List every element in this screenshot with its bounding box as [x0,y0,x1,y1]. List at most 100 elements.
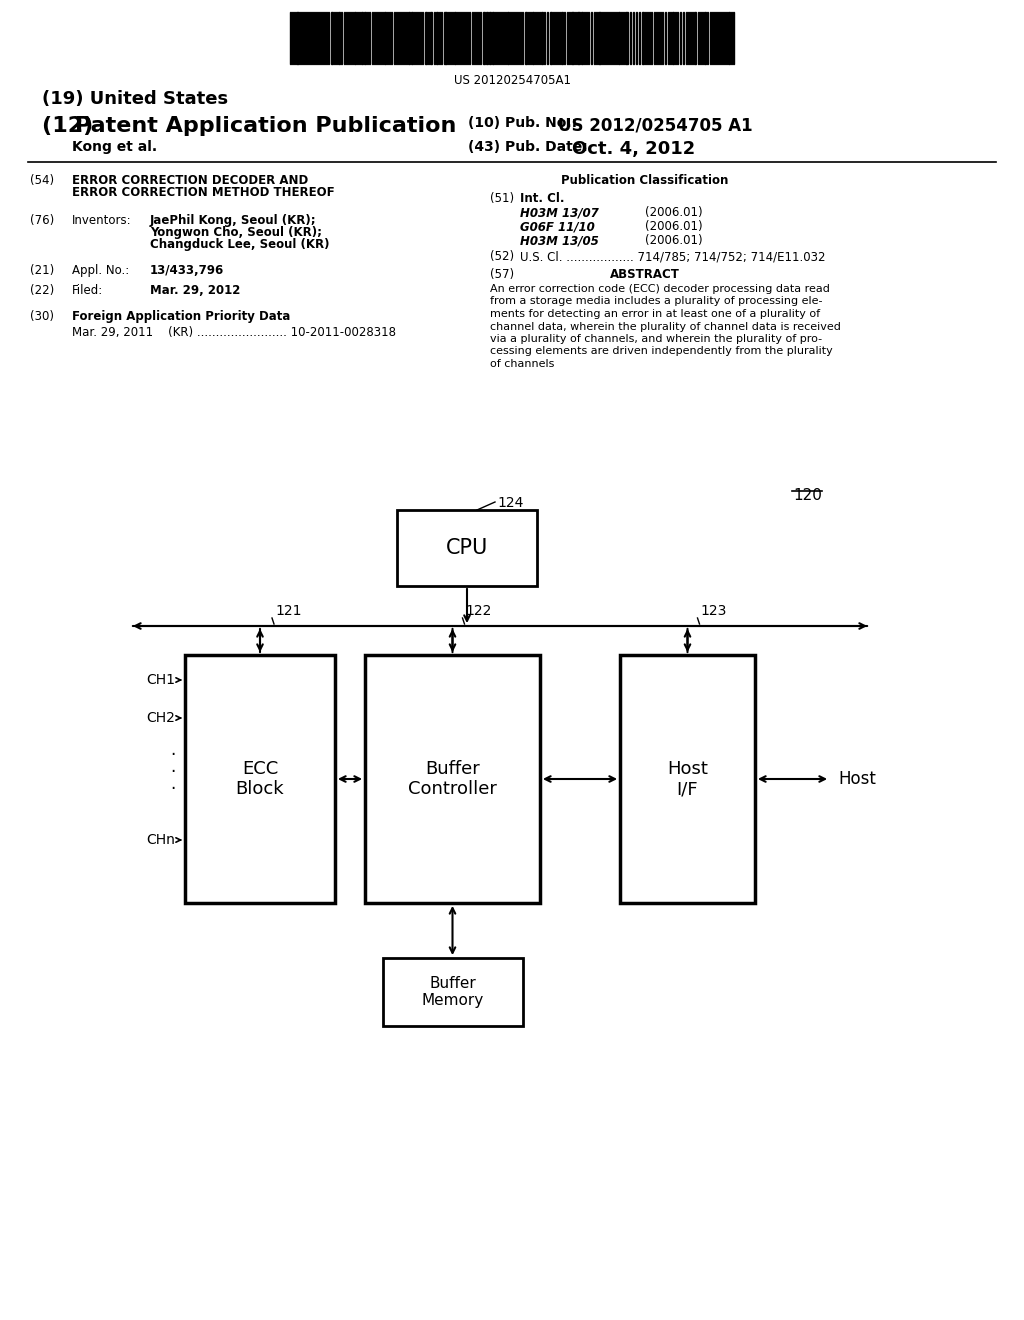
Bar [625,12,628,63]
Text: Foreign Application Priority Data: Foreign Application Priority Data [72,310,291,323]
Text: ·: · [170,746,175,764]
Bar [383,958,522,1026]
Text: (21): (21) [30,264,54,277]
Text: (30): (30) [30,310,54,323]
Text: 124: 124 [497,496,523,510]
Text: (2006.01): (2006.01) [645,220,702,234]
Text: (51): (51) [490,191,514,205]
Bar [620,655,755,903]
Bar [571,12,574,63]
Bar [525,12,527,63]
Bar [581,12,583,63]
Bar [561,12,563,63]
Bar [425,12,427,63]
Bar [444,12,447,63]
Text: ERROR CORRECTION DECODER AND: ERROR CORRECTION DECODER AND [72,174,308,187]
Text: Yongwon Cho, Seoul (KR);: Yongwon Cho, Seoul (KR); [150,226,322,239]
Text: (57): (57) [490,268,514,281]
Text: Publication Classification: Publication Classification [561,174,729,187]
Bar [436,12,438,63]
Bar [507,12,509,63]
Text: 123: 123 [700,605,727,618]
Text: Host: Host [838,770,876,788]
Bar [296,12,299,63]
Bar [454,12,456,63]
Text: (76): (76) [30,214,54,227]
Bar [354,12,356,63]
Text: ERROR CORRECTION METHOD THEREOF: ERROR CORRECTION METHOD THEREOF [72,186,335,199]
Text: channel data, wherein the plurality of channel data is received: channel data, wherein the plurality of c… [490,322,841,331]
Bar [672,12,674,63]
Bar [331,12,333,63]
Text: ·: · [170,780,175,799]
Text: Inventors:: Inventors: [72,214,132,227]
Text: Buffer
Controller: Buffer Controller [408,759,497,799]
Bar [364,12,366,63]
Bar [365,655,540,903]
Text: (54): (54) [30,174,54,187]
Text: An error correction code (ECC) decoder processing data read: An error correction code (ECC) decoder p… [490,284,829,294]
Text: ·: · [170,763,175,781]
Bar [430,12,432,63]
Text: ABSTRACT: ABSTRACT [610,268,680,281]
Text: 13/433,796: 13/433,796 [150,264,224,277]
Bar [486,12,488,63]
Bar [408,12,410,63]
Text: CH2: CH2 [146,711,175,725]
Text: Buffer
Memory: Buffer Memory [421,975,483,1008]
Text: (2006.01): (2006.01) [645,234,702,247]
Text: (10) Pub. No.:: (10) Pub. No.: [468,116,578,129]
Bar [728,12,730,63]
Bar [492,12,494,63]
Bar [397,510,537,586]
Text: Appl. No.:: Appl. No.: [72,264,129,277]
Text: (43) Pub. Date:: (43) Pub. Date: [468,140,588,154]
Bar [550,12,552,63]
Text: (12): (12) [42,116,101,136]
Bar [532,12,534,63]
Text: H03M 13/07: H03M 13/07 [520,206,599,219]
Bar [361,12,362,63]
Text: from a storage media includes a plurality of processing ele-: from a storage media includes a pluralit… [490,297,822,306]
Text: H03M 13/05: H03M 13/05 [520,234,599,247]
Bar [185,655,335,903]
Text: US 2012/0254705 A1: US 2012/0254705 A1 [558,116,753,135]
Text: (19) United States: (19) United States [42,90,228,108]
Bar [384,12,386,63]
Text: Mar. 29, 2012: Mar. 29, 2012 [150,284,241,297]
Text: Host
I/F: Host I/F [667,759,708,799]
Bar [694,12,696,63]
Bar [618,12,620,63]
Text: cessing elements are driven independently from the plurality: cessing elements are driven independentl… [490,346,833,356]
Text: Changduck Lee, Seoul (KR): Changduck Lee, Seoul (KR) [150,238,330,251]
Bar [489,12,490,63]
Bar [705,12,706,63]
Text: Filed:: Filed: [72,284,103,297]
Text: via a plurality of channels, and wherein the plurality of pro-: via a plurality of channels, and wherein… [490,334,822,345]
Text: (22): (22) [30,284,54,297]
Text: ments for detecting an error in at least one of a plurality of: ments for detecting an error in at least… [490,309,820,319]
Text: 120: 120 [793,488,822,503]
Text: (2006.01): (2006.01) [645,206,702,219]
Bar [577,12,580,63]
Text: (52): (52) [490,249,514,263]
Text: ECC
Block: ECC Block [236,759,285,799]
Text: G06F 11/10: G06F 11/10 [520,220,595,234]
Bar [541,12,543,63]
Text: 122: 122 [466,605,492,618]
Text: Oct. 4, 2012: Oct. 4, 2012 [572,140,695,158]
Bar [598,12,601,63]
Text: Patent Application Publication: Patent Application Publication [75,116,457,136]
Text: CPU: CPU [445,539,488,558]
Text: US 20120254705A1: US 20120254705A1 [454,74,570,87]
Bar [411,12,413,63]
Bar [483,12,485,63]
Text: of channels: of channels [490,359,554,370]
Text: CHn: CHn [146,833,175,847]
Text: Int. Cl.: Int. Cl. [520,191,564,205]
Text: U.S. Cl. .................. 714/785; 714/752; 714/E11.032: U.S. Cl. .................. 714/785; 714… [520,249,825,263]
Text: JaePhil Kong, Seoul (KR);: JaePhil Kong, Seoul (KR); [150,214,316,227]
Text: Kong et al.: Kong et al. [72,140,157,154]
Text: Mar. 29, 2011    (KR) ........................ 10-2011-0028318: Mar. 29, 2011 (KR) .....................… [72,326,396,339]
Text: 121: 121 [275,605,301,618]
